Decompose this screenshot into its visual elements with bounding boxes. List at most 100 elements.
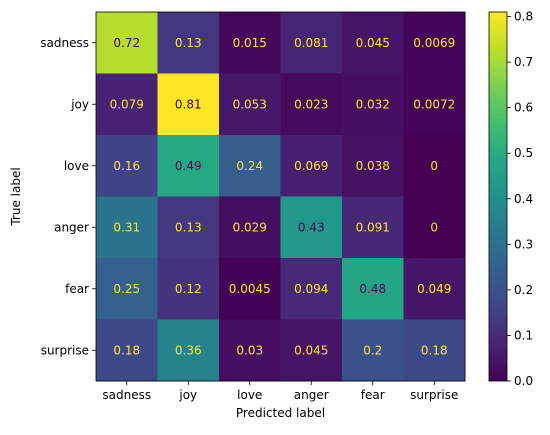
cell-value-label: 0.0045 [229, 282, 271, 296]
colorbar-tick-label: 0.4 [514, 192, 533, 206]
heatmap-cell [157, 258, 220, 320]
heatmap-cells: 0.72 0.13 0.015 0.081 0.045 0.0069 0.079 0.81 0.… [96, 12, 466, 382]
cell-value-label: 0.31 [113, 220, 140, 234]
cell-value-label: 0.049 [417, 282, 451, 296]
cell-value-label: 0.48 [359, 282, 386, 296]
cell-value-label: 0.045 [294, 343, 328, 357]
heatmap-cell [403, 319, 466, 382]
cell-value-label: 0.12 [175, 282, 202, 296]
cell-value-label: 0.069 [294, 159, 328, 173]
colorbar-tick-label: 0.3 [514, 237, 533, 251]
x-axis-ticks: sadness joy love anger fear surprise [102, 381, 458, 402]
heatmap-cell [403, 135, 466, 197]
plot-frame [95, 11, 466, 382]
heatmap-cell [96, 258, 158, 320]
y-tick-label: anger [54, 220, 89, 234]
heatmap-cell [280, 135, 343, 197]
heatmap-cell [157, 319, 220, 382]
cell-value-label: 0.045 [356, 36, 390, 50]
cell-value-label: 0.24 [236, 159, 263, 173]
heatmap-cell [219, 73, 281, 136]
heatmap-cell [280, 12, 343, 74]
x-tick-label: fear [361, 388, 385, 402]
cell-value-label: 0 [430, 159, 438, 173]
colorbar-tick-label: 0.6 [514, 101, 533, 115]
x-tick-label: sadness [102, 388, 151, 402]
heatmap-cell [403, 73, 466, 136]
heatmap-cell [219, 196, 281, 259]
cell-value-label: 0.032 [356, 97, 390, 111]
colorbar-tick-label: 0.5 [514, 146, 533, 160]
cell-value-label: 0.029 [233, 220, 267, 234]
heatmap-cell [96, 73, 158, 136]
heatmap-cell [157, 12, 220, 74]
heatmap-cell [403, 196, 466, 259]
heatmap-cell [280, 73, 343, 136]
heatmap-cell [403, 12, 466, 74]
heatmap-cell [342, 135, 404, 197]
colorbar-frame [488, 11, 508, 382]
cell-value-label: 0.81 [175, 97, 202, 111]
cell-value-label: 0.038 [356, 159, 390, 173]
y-tick-label: surprise [41, 343, 89, 357]
heatmap-cell [96, 196, 158, 259]
colorbar-tick-label: 0.0 [514, 374, 533, 388]
cell-value-label: 0.16 [113, 159, 140, 173]
heatmap-cell [157, 196, 220, 259]
y-tick-label: sadness [40, 36, 89, 50]
colorbar-tick-label: 0.1 [514, 328, 533, 342]
colorbar-gradient [489, 12, 507, 381]
heatmap-cell [280, 196, 343, 259]
colorbar: 0.0 0.1 0.2 0.3 0.4 0.5 0.6 0.7 0.8 [488, 10, 533, 388]
colorbar-tick-label: 0.7 [514, 55, 533, 69]
cell-value-label: 0.023 [294, 97, 328, 111]
cell-value-label: 0.094 [294, 282, 328, 296]
heatmap-cell [342, 258, 404, 320]
y-axis-label: True label [9, 167, 23, 226]
cell-value-label: 0.43 [298, 220, 325, 234]
cell-value-label: 0.091 [356, 220, 390, 234]
cell-value-label: 0.36 [175, 343, 202, 357]
cell-value-label: 0.079 [110, 97, 144, 111]
x-tick-label: joy [178, 388, 197, 402]
heatmap-cell [342, 12, 404, 74]
cell-value-label: 0.03 [236, 343, 263, 357]
cell-value-label: 0.081 [294, 36, 328, 50]
cell-value-label: 0.25 [113, 282, 140, 296]
heatmap-cell [96, 12, 158, 74]
cell-value-label: 0.015 [233, 36, 267, 50]
colorbar-tick-label: 0.2 [514, 283, 533, 297]
heatmap-cell [157, 73, 220, 136]
cell-value-label: 0.053 [233, 97, 267, 111]
cell-value-label: 0.13 [175, 220, 202, 234]
cell-value-label: 0.2 [363, 343, 382, 357]
heatmap-cell [342, 196, 404, 259]
heatmap-cell [219, 319, 281, 382]
heatmap-cell [96, 319, 158, 382]
heatmap-cell [280, 319, 343, 382]
heatmap-cell [219, 12, 281, 74]
cell-value-label: 0.49 [175, 159, 202, 173]
y-tick-label: fear [65, 282, 89, 296]
heatmap-cell [96, 135, 158, 197]
heatmap-cell [342, 73, 404, 136]
x-tick-label: surprise [410, 388, 458, 402]
heatmap-cell [219, 258, 281, 320]
cell-value-label: 0.0072 [413, 97, 455, 111]
colorbar-tick-label: 0.8 [514, 10, 533, 24]
heatmap-cell [157, 135, 220, 197]
x-tick-label: anger [294, 388, 329, 402]
heatmap-cell [403, 258, 466, 320]
cell-value-label: 0.0069 [413, 36, 455, 50]
cell-value-label: 0.72 [113, 36, 140, 50]
cell-value-label: 0.13 [175, 36, 202, 50]
x-axis-label: Predicted label [236, 406, 325, 420]
y-tick-label: love [64, 159, 89, 173]
y-tick-label: joy [70, 97, 89, 111]
y-axis-ticks: sadness joy love anger fear surprise [40, 36, 96, 357]
cell-value-label: 0.18 [421, 343, 448, 357]
cell-value-label: 0.18 [113, 343, 140, 357]
heatmap-cell [219, 135, 281, 197]
x-tick-label: love [237, 388, 262, 402]
